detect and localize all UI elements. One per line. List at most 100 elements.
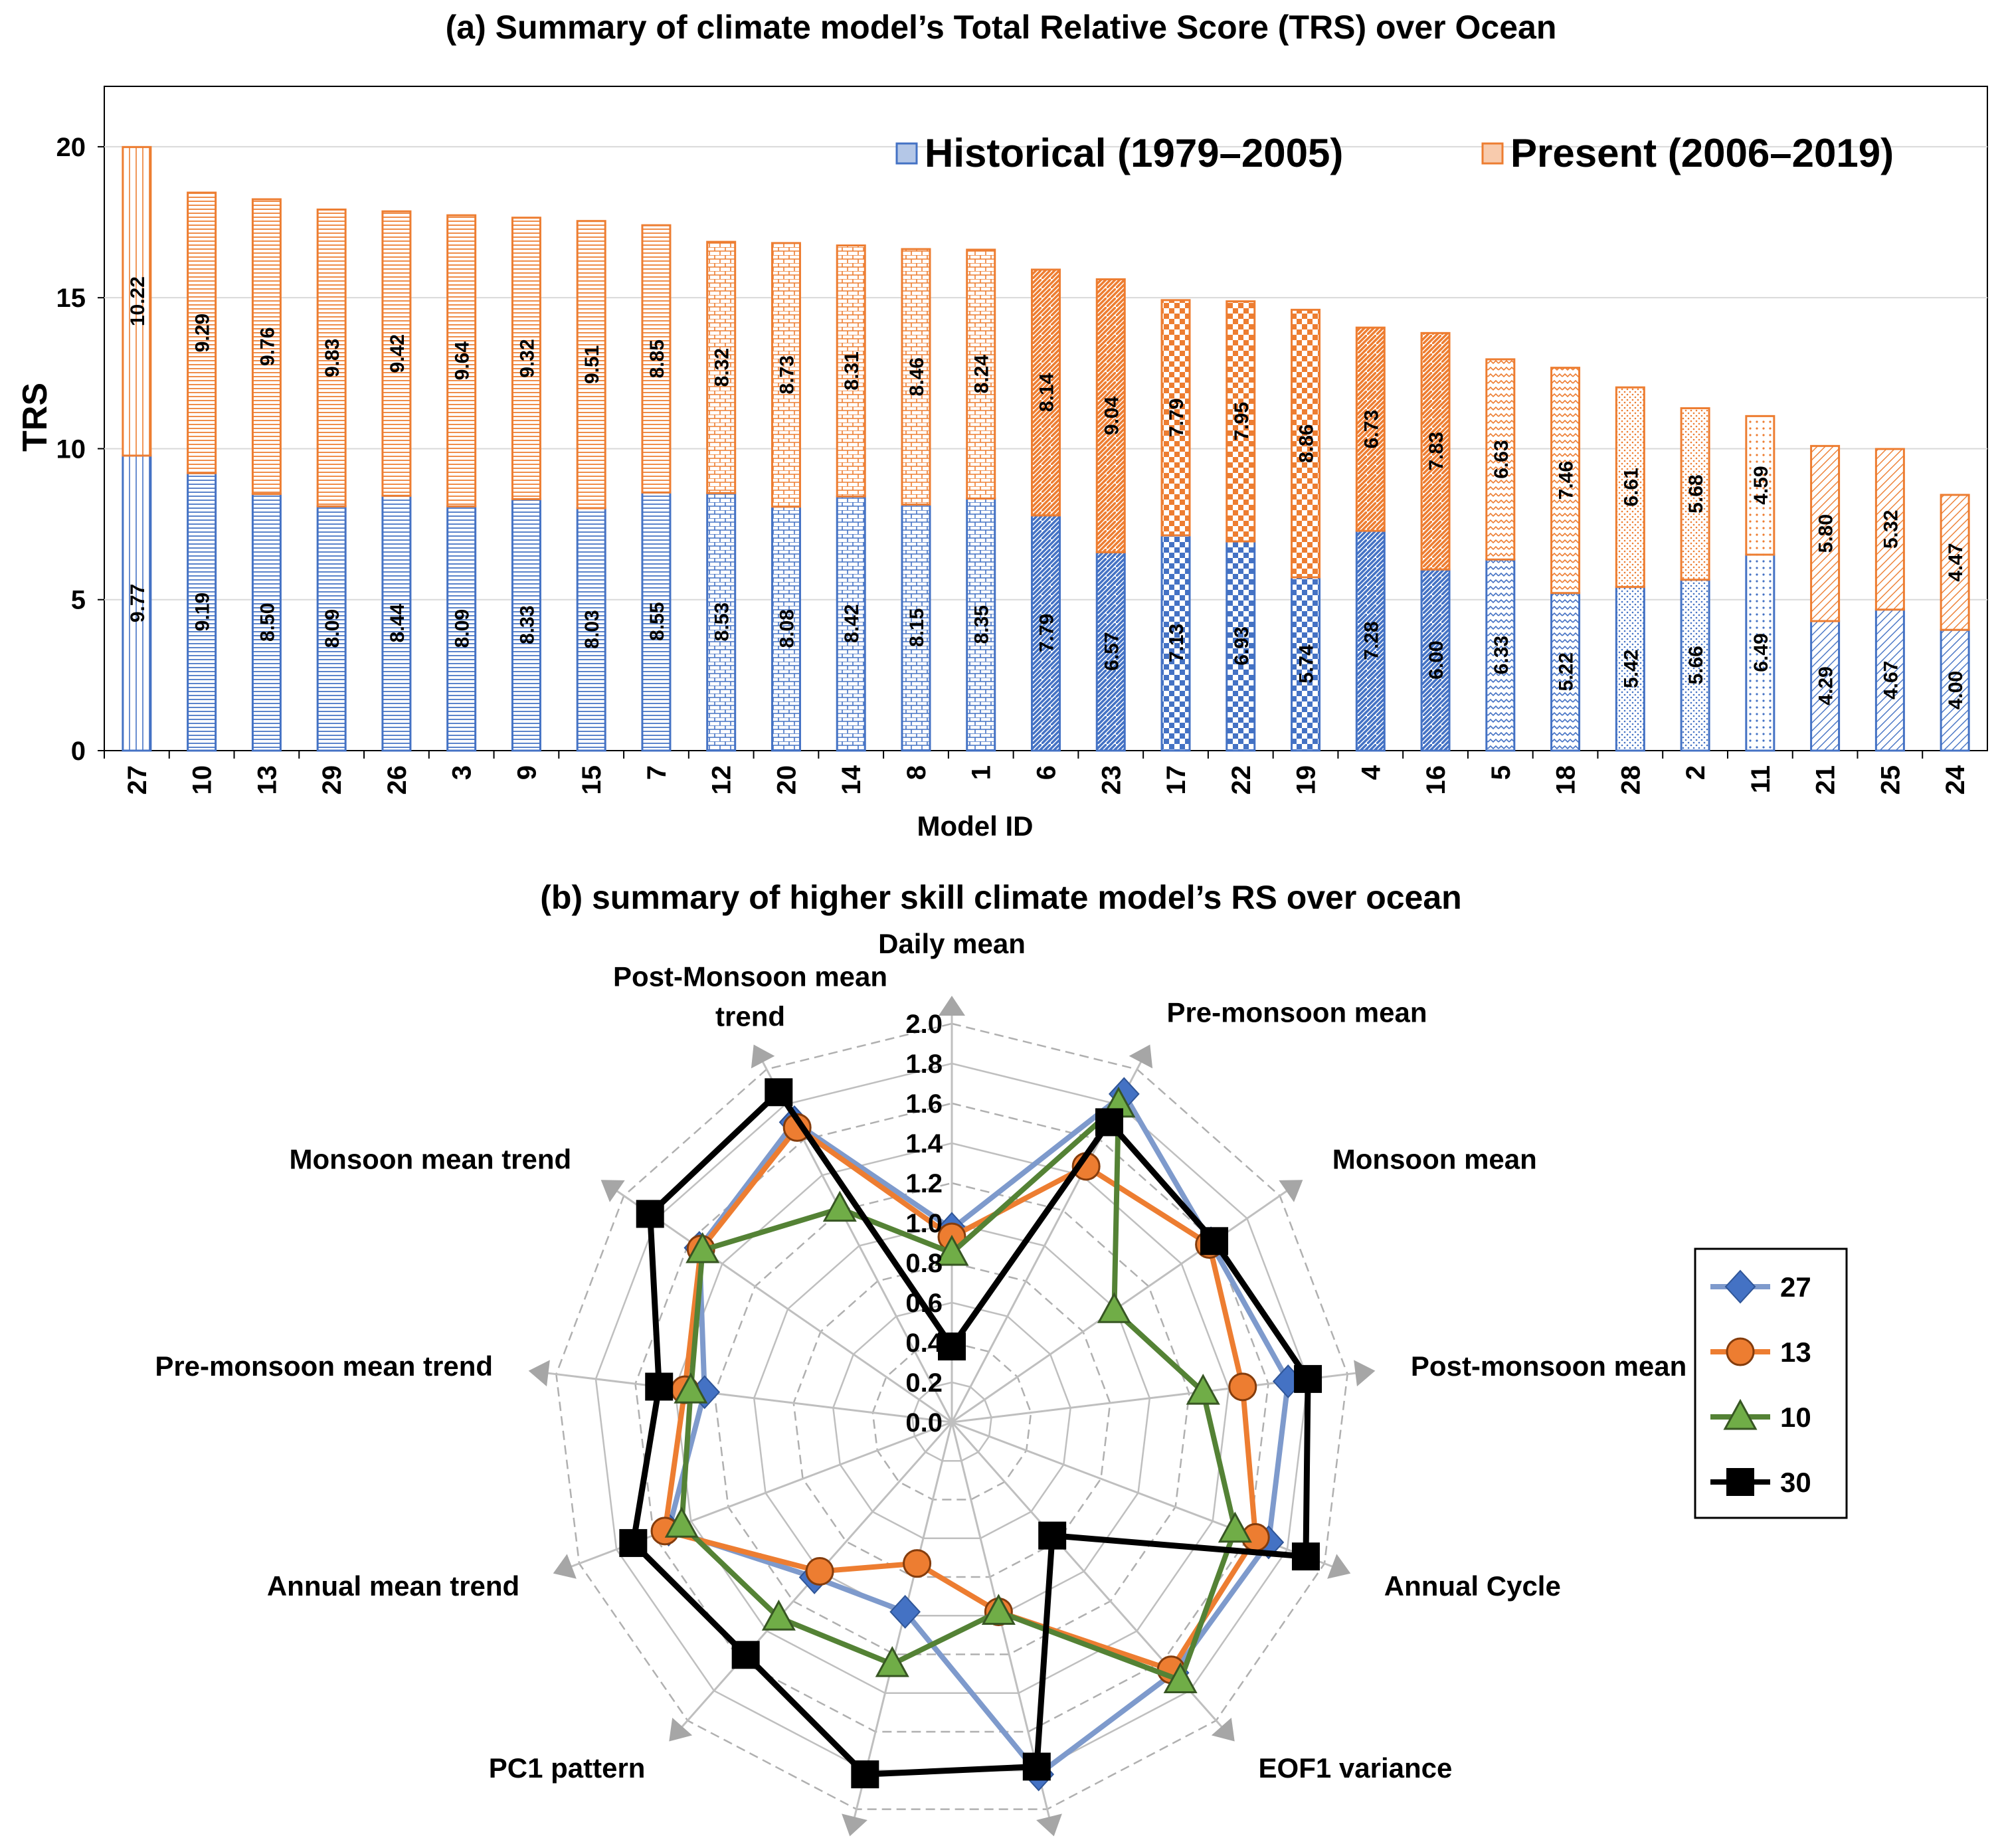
bar-present	[1550, 367, 1581, 595]
legend-marker-13	[1726, 1337, 1755, 1366]
series-13	[650, 1113, 1270, 1685]
axis-arrowhead	[600, 1180, 625, 1202]
series-10	[664, 1086, 1252, 1693]
axis-label: Pre-monsoon mean trend	[155, 1350, 493, 1382]
data-point-13	[650, 1517, 680, 1546]
radar-spoke-ext	[606, 1183, 625, 1197]
data-label-present: 8.73	[776, 355, 798, 394]
radar-spoke	[556, 1373, 953, 1424]
radar-spoke-ext	[1215, 1720, 1230, 1736]
radar-spoke-ext	[560, 1562, 580, 1572]
data-label-present: 7.83	[1425, 432, 1447, 470]
bar-historical	[1485, 558, 1516, 752]
radar-spoke-ext	[1347, 1370, 1368, 1376]
data-point-30	[731, 1641, 760, 1669]
axis-label: Monsoon mean	[1332, 1144, 1537, 1175]
data-label-present: 8.31	[841, 351, 863, 390]
data-label-historical: 8.09	[321, 609, 343, 648]
data-point-13	[1156, 1655, 1186, 1685]
data-point-30	[938, 1333, 966, 1360]
x-tick-label: 7	[642, 765, 672, 780]
data-label-present: 5.80	[1815, 514, 1837, 553]
bar-present	[1810, 444, 1841, 622]
x-tick-label: 4	[1356, 765, 1386, 780]
bar-present	[1226, 300, 1256, 543]
data-label-historical: 6.00	[1425, 640, 1447, 679]
data-point-10	[1218, 1511, 1252, 1543]
legend-label: 13	[1780, 1337, 1811, 1368]
legend-label: 10	[1780, 1402, 1811, 1433]
radar-spoke-ext	[1046, 1809, 1053, 1829]
radar-ring	[911, 1381, 992, 1462]
radial-tick-label: 0.0	[905, 1408, 943, 1437]
data-label-historical: 8.15	[906, 608, 928, 647]
data-label-historical: 8.44	[387, 604, 409, 643]
data-label-historical: 6.49	[1750, 633, 1772, 672]
data-point-27	[936, 1212, 968, 1246]
data-label-present: 9.32	[516, 339, 538, 377]
data-point-27	[1272, 1364, 1304, 1399]
data-point-10	[822, 1190, 857, 1222]
radar-spoke	[951, 1069, 1138, 1423]
bar-historical	[251, 493, 282, 752]
data-label-present: 9.64	[452, 341, 474, 381]
legend-label-present: Present (2006–2019)	[1510, 131, 1894, 175]
data-label-present: 8.85	[646, 339, 668, 378]
data-label-present: 5.32	[1880, 510, 1902, 549]
bar-historical	[511, 498, 541, 752]
radar-spoke	[579, 1421, 953, 1565]
radar-spoke-ext	[536, 1370, 557, 1376]
radar-spoke-ext	[1136, 1051, 1148, 1070]
data-point-30	[851, 1760, 879, 1789]
data-label-historical: 5.74	[1296, 644, 1318, 684]
bar-historical	[1745, 553, 1775, 752]
radar-spoke-ext	[1324, 1562, 1344, 1572]
axis-label: Annual mean trend	[267, 1570, 519, 1602]
axis-label: Pre-monsoon mean	[1166, 997, 1427, 1028]
series-line	[662, 1125, 1259, 1673]
axis-label: Annual Cycle	[1384, 1570, 1561, 1602]
legend-swatch-historical	[895, 142, 918, 165]
legend-swatch-present	[1481, 142, 1504, 165]
radar-spoke-ext	[1279, 1183, 1297, 1197]
bar-present	[641, 224, 672, 494]
bar-present	[706, 240, 737, 494]
y-tick-label: 0	[71, 737, 86, 766]
data-point-13	[782, 1113, 812, 1142]
data-point-10	[1186, 1373, 1220, 1405]
radial-tick-label: 0.2	[905, 1368, 943, 1398]
bar-present	[1745, 415, 1775, 556]
radial-tick-label: 1.6	[905, 1089, 943, 1119]
bar-present	[1615, 386, 1645, 589]
data-label-present: 10.22	[127, 276, 149, 326]
x-tick-label: 16	[1421, 765, 1451, 795]
data-label-historical: 9.77	[127, 584, 149, 622]
x-tick-label: 11	[1746, 765, 1775, 793]
data-point-13	[937, 1222, 966, 1251]
bar-historical	[1810, 620, 1841, 752]
bar-present	[511, 217, 541, 500]
x-tick-label: 2	[1681, 765, 1710, 780]
axis-arrowhead	[751, 1044, 775, 1069]
axis-label: Daily mean	[878, 928, 1026, 959]
data-label-historical: 8.55	[646, 602, 668, 640]
data-label-historical: 6.57	[1101, 632, 1123, 670]
y-tick-label: 5	[71, 586, 86, 615]
data-point-27	[889, 1594, 921, 1629]
data-label-historical: 8.42	[841, 604, 863, 642]
bar-present	[446, 214, 477, 508]
data-point-27	[689, 1375, 721, 1410]
data-label-historical: 4.67	[1880, 661, 1902, 699]
x-tick-label: 22	[1227, 765, 1256, 795]
data-point-13	[686, 1234, 715, 1263]
radial-tick-label: 2.0	[905, 1010, 943, 1039]
data-label-present: 9.29	[192, 314, 214, 352]
data-point-13	[1071, 1152, 1101, 1181]
radar-ring	[594, 1062, 1309, 1772]
data-label-present: 9.83	[321, 339, 343, 377]
data-label-historical: 7.13	[1166, 624, 1188, 662]
axis-arrowhead	[1036, 1813, 1062, 1837]
bar-present	[576, 220, 606, 509]
bar-present	[1874, 448, 1905, 611]
x-tick-label: 23	[1097, 765, 1126, 795]
